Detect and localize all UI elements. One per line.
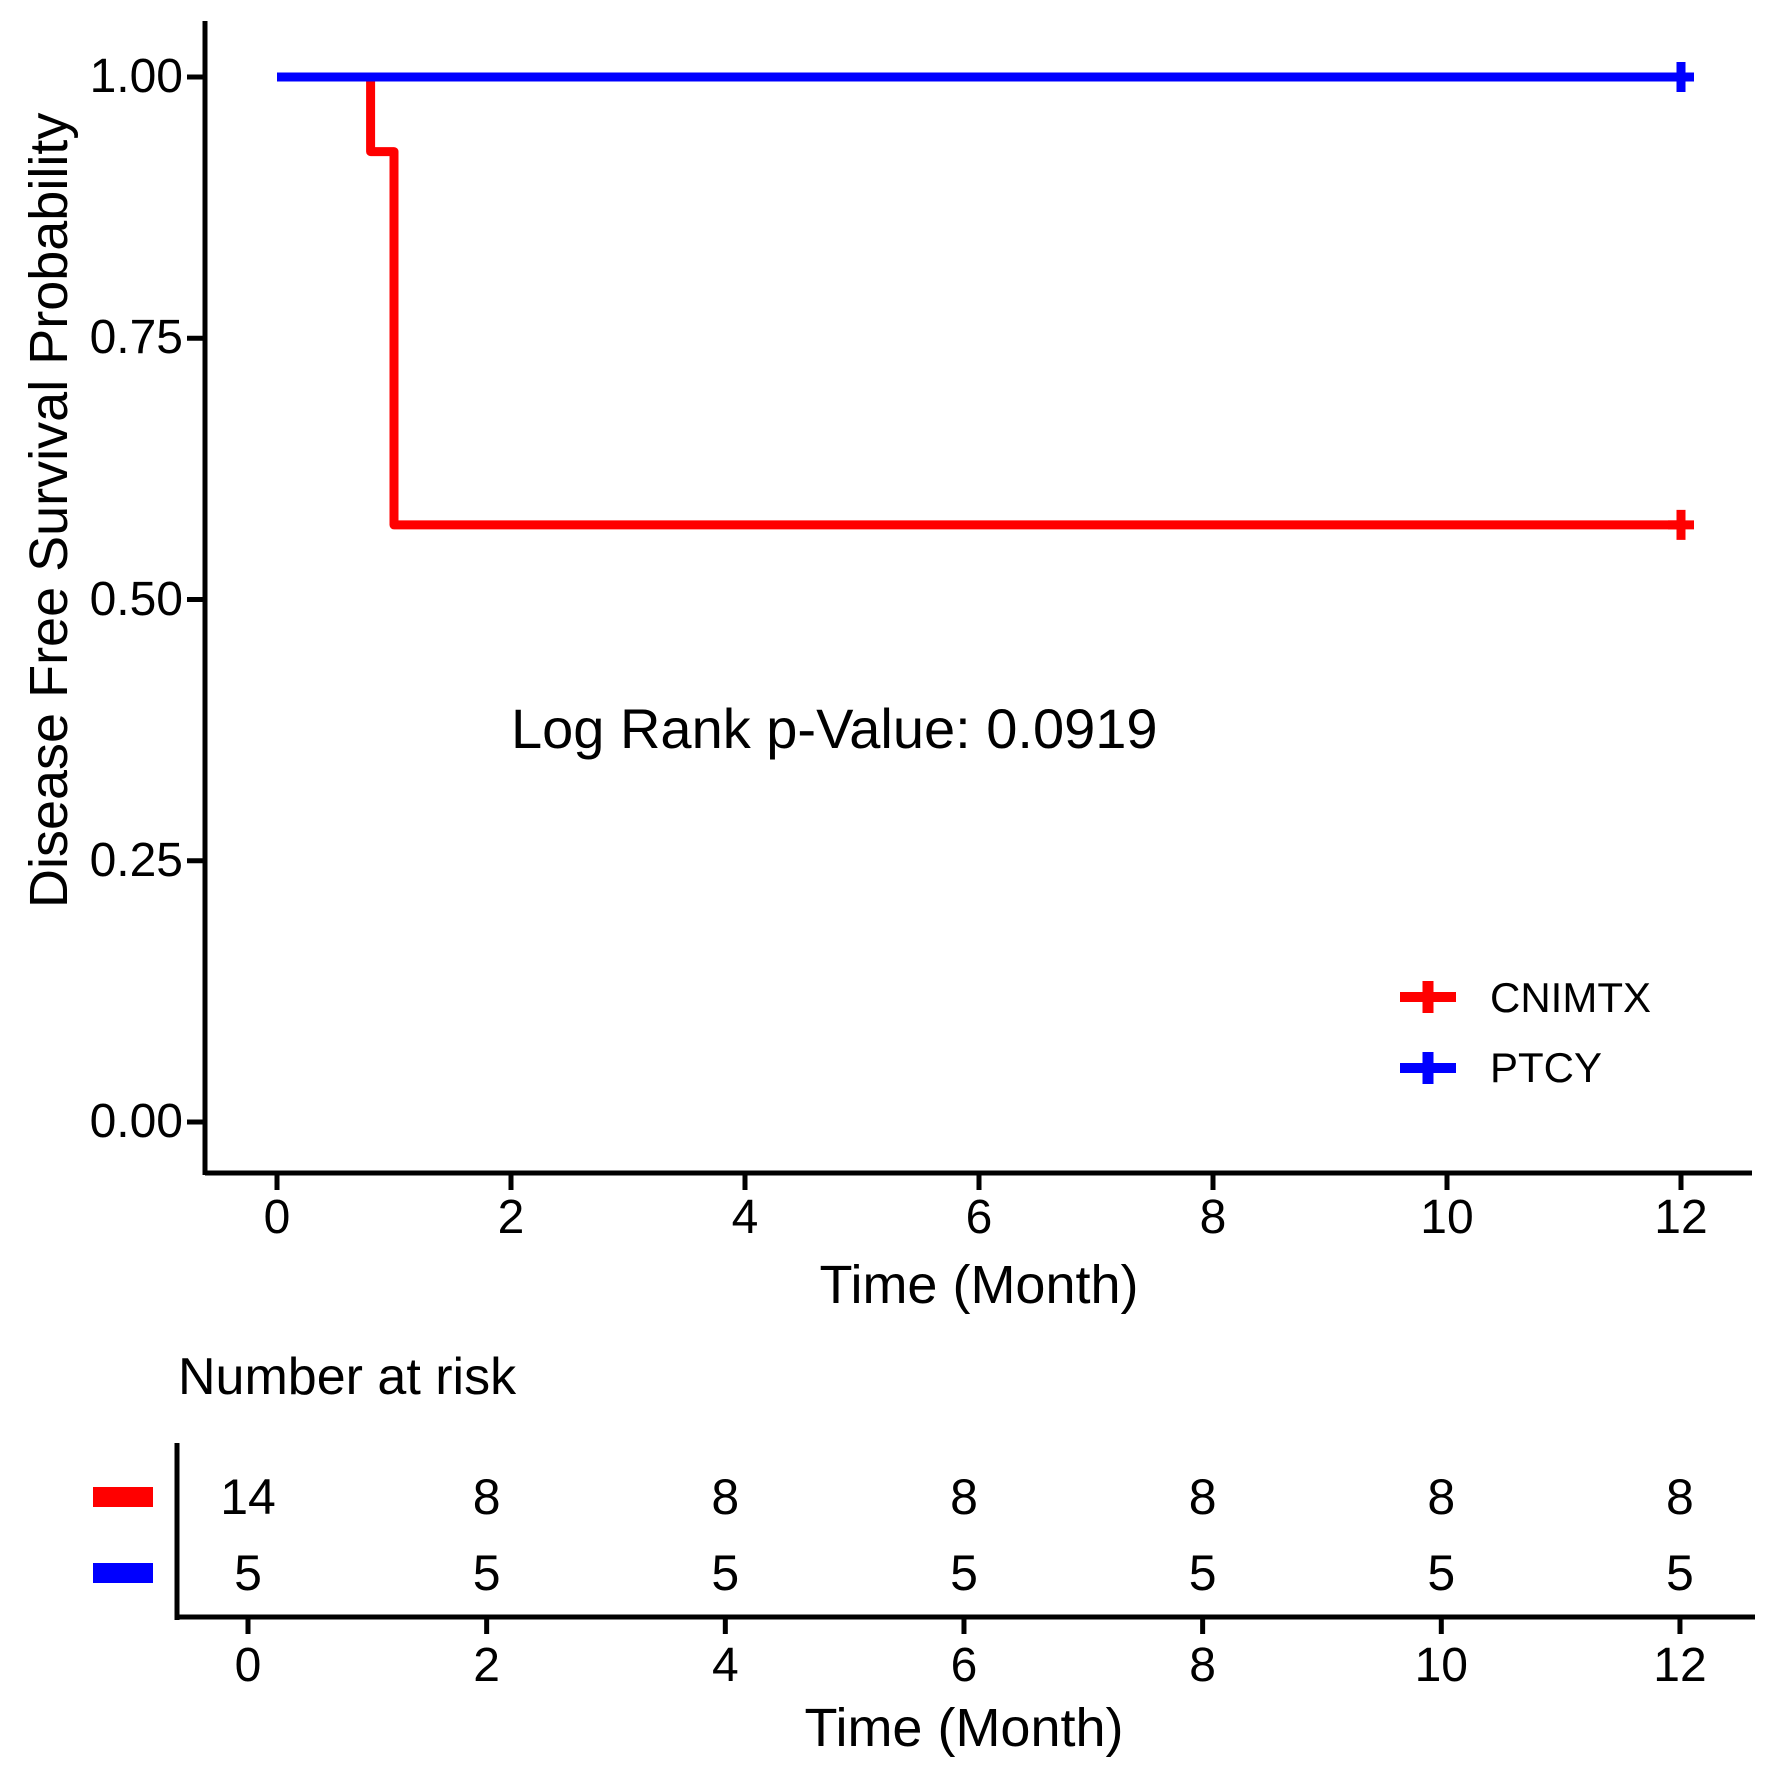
x-tick-label: 8 <box>1199 1191 1227 1244</box>
risk-count: 8 <box>472 1469 501 1525</box>
legend-label-cnimtx: CNIMTX <box>1490 974 1651 1021</box>
risk-table-x-tick-label: 8 <box>1189 1639 1216 1692</box>
risk-table-x-tick-label: 4 <box>711 1639 739 1692</box>
y-tick-label: 0.75 <box>89 311 183 365</box>
x-tick-label: 10 <box>1420 1191 1474 1244</box>
risk-count: 8 <box>1666 1469 1694 1525</box>
x-tick-label: 12 <box>1654 1191 1708 1244</box>
survival-curve-cnimtx <box>277 72 1681 530</box>
y-axis-title: Disease Free Survival Probability <box>19 112 79 908</box>
risk-row-dash-cnimtx <box>93 1487 153 1507</box>
y-tick-label: 0.00 <box>89 1095 183 1148</box>
x-axis-title: Time (Month) <box>819 1255 1139 1315</box>
y-tick-label: 0.25 <box>89 833 183 887</box>
legend-label-ptcy: PTCY <box>1490 1044 1603 1091</box>
x-tick-label: 6 <box>965 1191 993 1244</box>
risk-row-dash-ptcy <box>93 1563 153 1583</box>
risk-count: 5 <box>711 1545 740 1601</box>
log-rank-p-value-annotation: Log Rank p-Value: 0.0919 <box>511 697 1158 760</box>
risk-count: 14 <box>220 1469 276 1525</box>
y-tick-label: 1.00 <box>89 50 183 103</box>
risk-count: 8 <box>1427 1469 1456 1525</box>
risk-count: 8 <box>950 1469 978 1525</box>
risk-count: 5 <box>1427 1545 1456 1601</box>
risk-table-x-tick-label: 12 <box>1653 1639 1707 1692</box>
risk-table-x-axis-title: Time (Month) <box>804 1698 1124 1758</box>
risk-count: 5 <box>1188 1545 1217 1601</box>
risk-count: 5 <box>1666 1545 1694 1601</box>
risk-count: 8 <box>1188 1469 1217 1525</box>
risk-table-x-tick-label: 2 <box>473 1639 500 1692</box>
risk-count: 5 <box>950 1545 978 1601</box>
x-tick-label: 4 <box>731 1191 759 1244</box>
x-tick-label: 0 <box>263 1191 291 1244</box>
x-tick-label: 2 <box>497 1191 525 1244</box>
risk-table-x-tick-label: 0 <box>234 1639 262 1692</box>
risk-table-x-tick-label: 6 <box>950 1639 978 1692</box>
risk-table-x-tick-label: 10 <box>1414 1639 1468 1692</box>
risk-table-title: Number at risk <box>178 1348 517 1406</box>
risk-count: 8 <box>711 1469 740 1525</box>
y-tick-label: 0.50 <box>89 572 183 626</box>
risk-count: 5 <box>234 1545 262 1601</box>
risk-count: 5 <box>472 1545 501 1601</box>
